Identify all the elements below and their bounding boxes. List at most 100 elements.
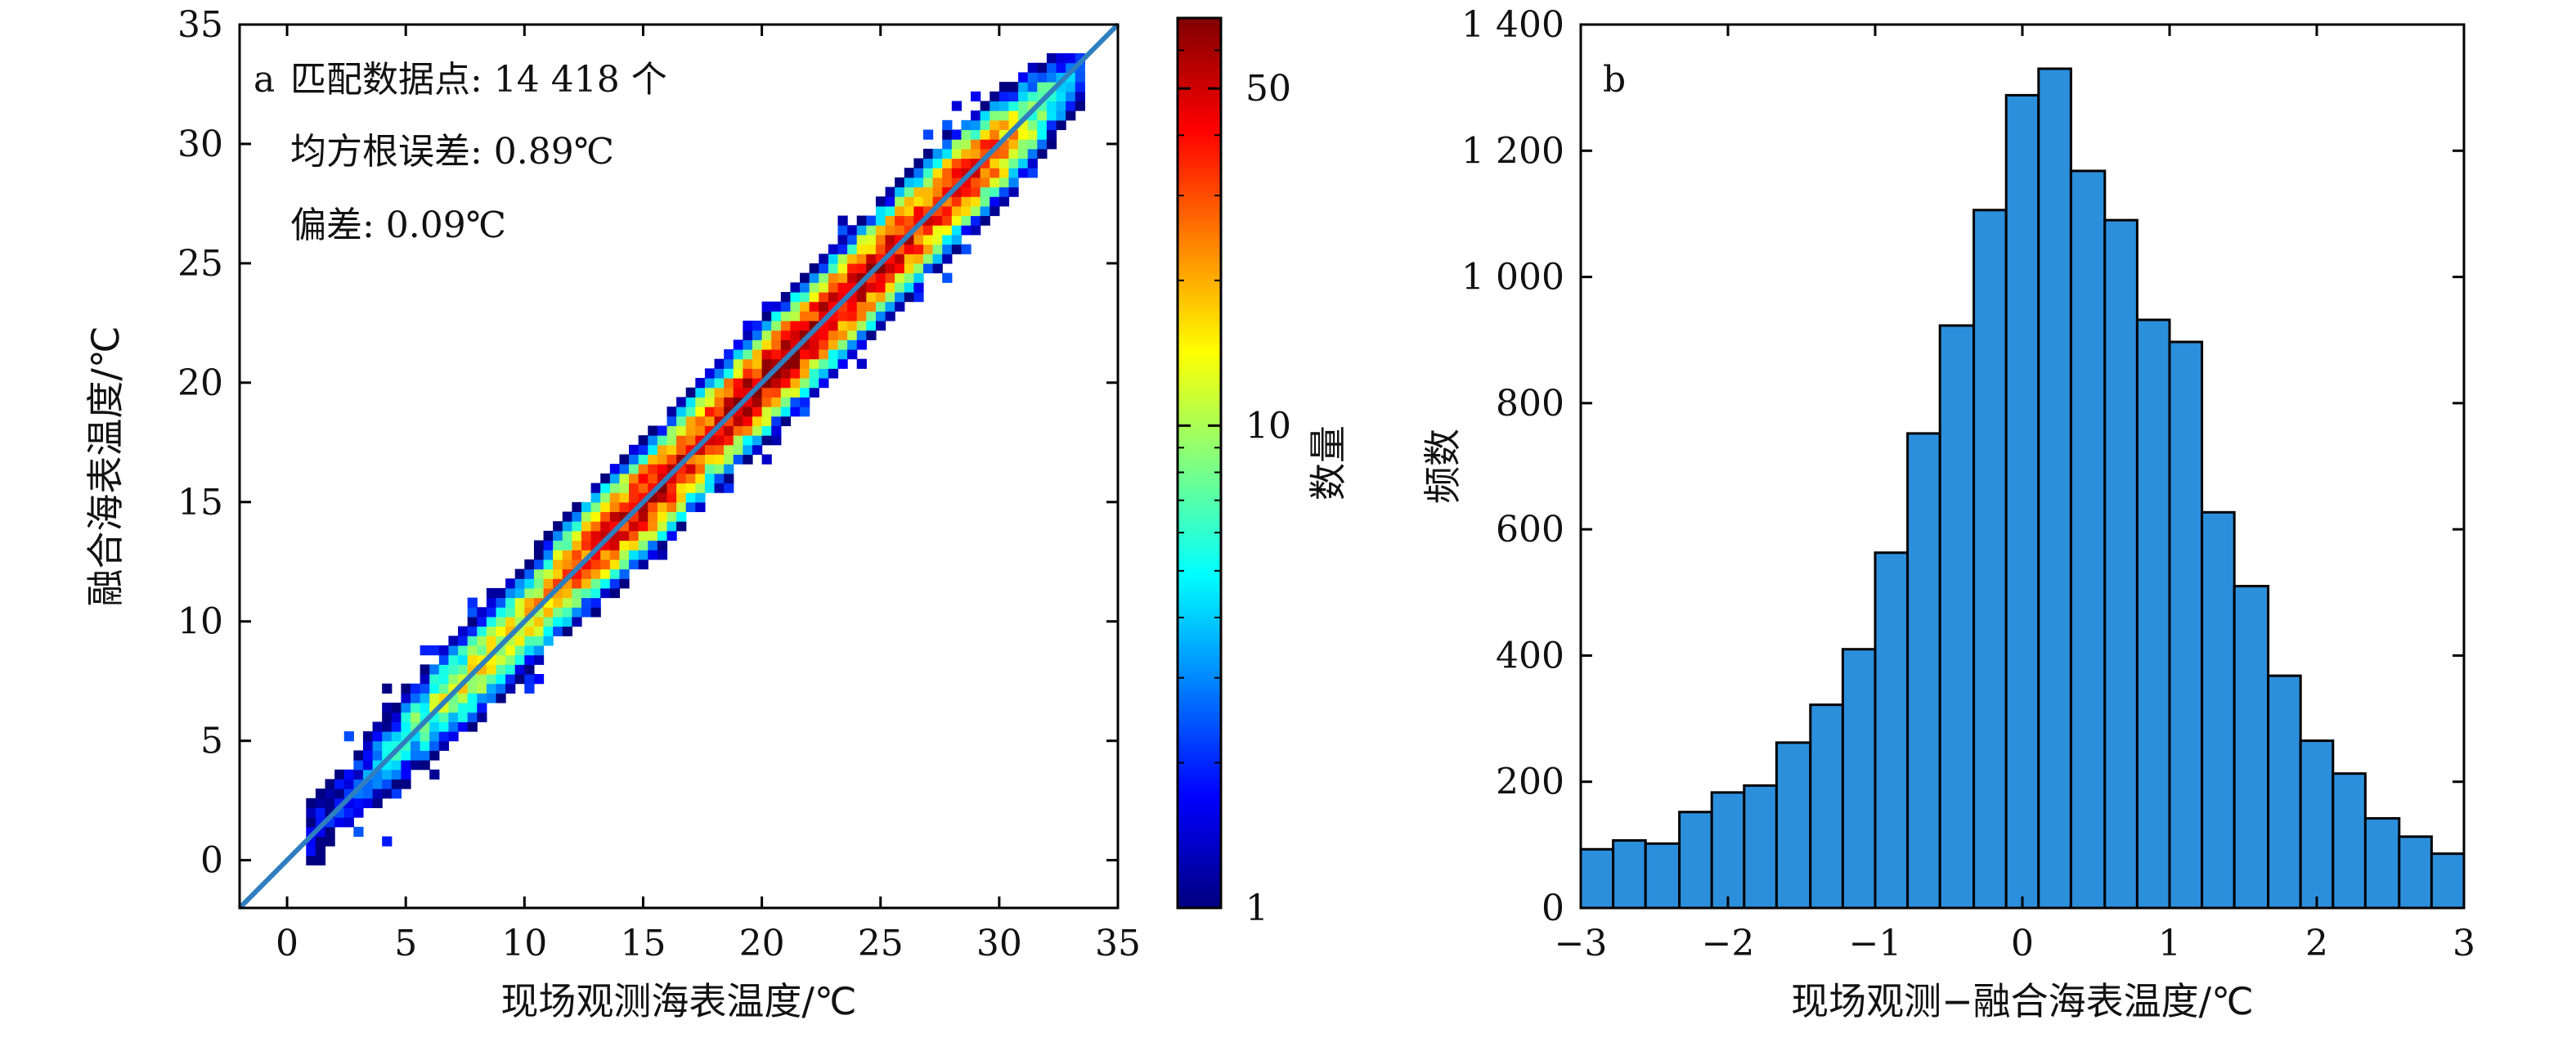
heat-cell <box>372 798 383 808</box>
heat-cell <box>666 521 677 532</box>
heat-cell <box>372 779 383 789</box>
heat-cell <box>629 454 640 465</box>
heat-cell <box>913 282 924 293</box>
heat-cell <box>619 568 630 579</box>
colorbar-ticks: 1 10 50 <box>1178 49 1291 929</box>
heat-cell <box>648 550 658 560</box>
heat-cell <box>837 272 848 283</box>
x-tick-label: 25 <box>858 923 904 964</box>
heat-cell <box>819 378 829 389</box>
heat-cell <box>543 578 554 589</box>
heat-cell <box>809 358 819 369</box>
heat-cell <box>856 263 867 274</box>
heat-cell <box>315 807 326 818</box>
heat-cell <box>971 110 981 121</box>
heat-cell <box>315 836 326 847</box>
heat-cell <box>980 139 990 150</box>
heat-cell <box>743 321 753 331</box>
heat-cell <box>382 712 393 722</box>
heat-cell <box>942 272 953 283</box>
heat-cell <box>1008 101 1019 111</box>
heat-cell <box>733 378 743 389</box>
x-tick-label: 5 <box>394 923 417 964</box>
x-tick-label: 0 <box>276 923 298 964</box>
heat-cell <box>648 435 658 446</box>
heat-cell <box>771 407 782 417</box>
heat-cell <box>961 119 972 131</box>
heat-cell <box>895 282 905 293</box>
histogram-bar <box>1678 811 1713 910</box>
one-to-one-line <box>237 22 1120 910</box>
heat-cell <box>524 636 535 646</box>
heat-cell <box>543 568 554 579</box>
heat-cell <box>1046 129 1057 140</box>
heat-cell <box>780 339 792 350</box>
heat-cell <box>524 654 535 665</box>
histogram-bar <box>1644 842 1681 910</box>
heat-cell <box>477 703 487 713</box>
heat-cell <box>942 254 953 264</box>
heat-cell <box>980 196 990 207</box>
heat-cell <box>467 626 478 636</box>
heat-cell <box>743 358 753 369</box>
heat-cell <box>676 444 687 455</box>
heat-cell <box>553 550 563 560</box>
heat-cell <box>771 349 782 360</box>
heat-cell <box>828 272 839 283</box>
heat-cell <box>828 291 839 303</box>
heat-cell <box>885 301 895 312</box>
heat-cell <box>1018 139 1029 150</box>
heat-cell <box>780 311 792 321</box>
heat-cell <box>790 387 801 398</box>
heat-cell <box>837 330 848 340</box>
heat-cell <box>714 407 725 417</box>
heat-cell <box>951 139 963 150</box>
heat-cell <box>724 349 734 360</box>
heat-cell <box>448 712 459 722</box>
heat-cell <box>486 683 497 694</box>
heat-cell <box>704 387 716 398</box>
heat-cell <box>971 186 981 197</box>
heat-cell <box>553 616 563 627</box>
heat-cell <box>676 473 687 484</box>
heat-cell <box>780 416 792 426</box>
heat-cell <box>553 540 563 550</box>
heat-cell <box>514 645 525 656</box>
heat-cell <box>401 760 411 771</box>
heat-cell <box>942 148 953 160</box>
heat-cell <box>666 407 677 417</box>
heat-cell <box>619 473 630 484</box>
heat-cell <box>590 597 601 608</box>
heat-cell <box>904 177 914 188</box>
heat-cell <box>743 407 753 417</box>
heat-cell <box>1056 119 1066 131</box>
heat-cell <box>619 454 630 465</box>
heat-cell <box>458 712 469 722</box>
heat-cell <box>382 769 393 780</box>
heat-cell <box>761 387 772 398</box>
heat-cell <box>895 301 905 312</box>
heat-cell <box>695 454 706 465</box>
heat-cell <box>533 540 545 550</box>
heat-cell <box>961 139 972 150</box>
heat-cell <box>590 492 601 503</box>
heat-cell <box>505 683 516 694</box>
heat-cell <box>533 587 545 599</box>
heat-cell <box>572 550 582 560</box>
heat-cell <box>990 186 1000 197</box>
heat-cell <box>685 483 696 493</box>
heat-cell <box>875 272 886 283</box>
heat-cell <box>980 215 990 226</box>
heat-cell <box>809 368 819 379</box>
heat-cell <box>343 817 354 828</box>
heat-cell <box>676 501 687 513</box>
heat-cell <box>638 550 648 560</box>
heat-cell <box>704 454 716 465</box>
heat-cell <box>724 483 734 493</box>
heat-cell <box>714 454 725 465</box>
x-tick-label: 30 <box>976 923 1022 964</box>
heat-cell <box>743 416 753 426</box>
heat-cell <box>866 321 877 331</box>
heat-cell <box>800 291 810 303</box>
heat-cell <box>410 703 421 713</box>
